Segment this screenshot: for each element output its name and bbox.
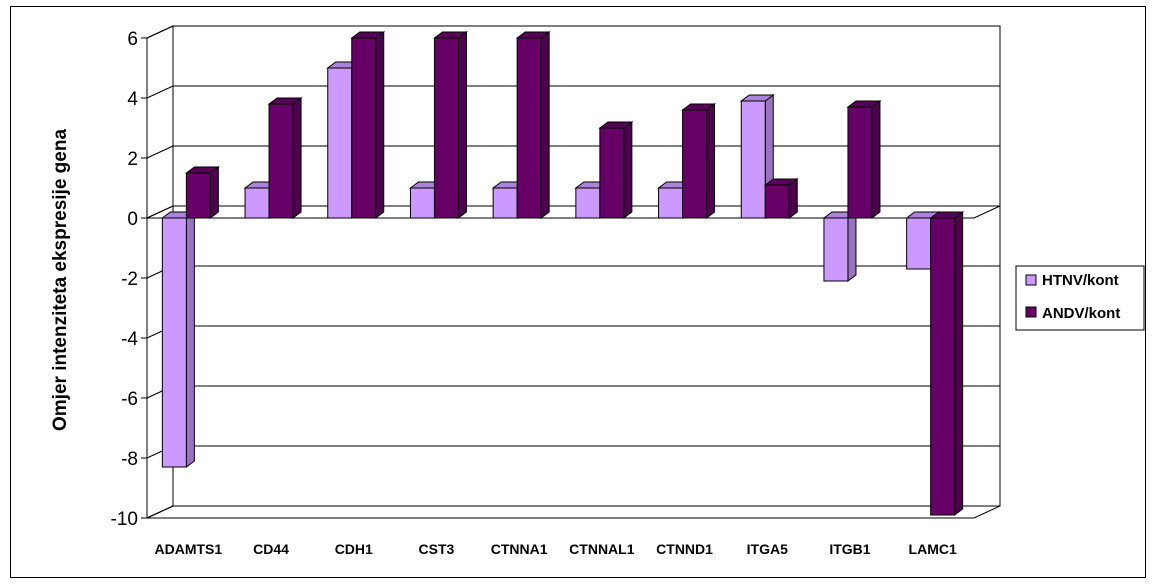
bar-side: [623, 121, 633, 219]
bar-ANDV/kont-ITGA5: [763, 178, 799, 219]
chart-frame: [10, 6, 1146, 578]
legend-label-andv: ANDV/kont: [1042, 305, 1120, 322]
bar-front: [244, 187, 270, 219]
bar-front: [740, 100, 766, 219]
bar-side: [706, 103, 716, 219]
legend: HTNV/kont ANDV/kont: [1015, 265, 1145, 331]
y-tick-label: -2: [121, 269, 138, 290]
bar-side: [457, 31, 467, 219]
bar-front: [161, 217, 187, 468]
bar-side: [292, 97, 302, 219]
bar-front: [492, 187, 518, 219]
bar-front: [823, 217, 849, 282]
bar-ANDV/kont-CDH1: [350, 31, 386, 219]
y-tick-label: -8: [121, 449, 138, 470]
bar-front: [433, 37, 459, 219]
x-axis-categories: ADAMTS1 CD44 CDH1 CST3 CTNNA1 CTNNAL1 CTNND1 IT…: [155, 541, 957, 557]
legend-label-htnv: HTNV/kont: [1042, 272, 1119, 289]
bar-side: [847, 211, 857, 282]
bar-front: [575, 187, 601, 219]
y-tick-label: 6: [127, 29, 138, 50]
y-tick-label: 4: [127, 89, 138, 110]
bar-front: [682, 109, 708, 219]
bar-side: [375, 31, 385, 219]
bar-side: [871, 100, 881, 219]
gridline-side: [146, 85, 174, 99]
bar-front: [847, 106, 873, 219]
y-tick-label: 2: [127, 149, 138, 170]
bar-ANDV/kont-LAMC1: [929, 211, 965, 516]
y-tick-label: -10: [111, 509, 138, 530]
bottom-floor: [146, 505, 1001, 519]
bar-ANDV/kont-CST3: [432, 31, 468, 219]
bar-ANDV/kont-ITGB1: [846, 100, 882, 219]
bar-front: [327, 67, 353, 219]
legend-swatch-andv: [1025, 306, 1037, 318]
bar-front: [599, 127, 625, 219]
x-tick-label: CST3: [419, 541, 455, 557]
legend-box: [1015, 265, 1145, 331]
x-tick-label: CTNNA1: [491, 541, 548, 557]
bar-ANDV/kont-CTNND1: [681, 103, 717, 219]
bar-ANDV/kont-CTNNAL1: [598, 121, 634, 219]
x-tick-label: CTNNAL1: [569, 541, 635, 557]
y-axis-label: Omjer intenziteta ekspresije gena: [50, 129, 71, 431]
x-tick-label: CDH1: [335, 541, 373, 557]
gridline-side: [146, 25, 174, 39]
bar-side: [209, 166, 219, 219]
x-tick-label: ITGA5: [747, 541, 788, 557]
y-axis-ticks: 6 4 2 0 -2 -4 -6 -8 -10: [111, 29, 148, 530]
bar-front: [409, 187, 435, 219]
y-tick-label: -4: [121, 329, 138, 350]
bar-front: [930, 217, 956, 516]
bar-front: [764, 184, 790, 219]
bar-ANDV/kont-ADAMTS1: [184, 166, 220, 219]
bar-front: [268, 103, 294, 219]
bar-front: [185, 172, 211, 219]
bar-side: [185, 211, 195, 468]
gridline-side: [146, 145, 174, 159]
bar-front: [906, 217, 932, 270]
bar-HTNV/kont-ITGB1: [822, 211, 858, 282]
bar-front: [516, 37, 542, 219]
bar-side: [954, 211, 964, 516]
bar-side: [788, 178, 798, 219]
x-tick-label: CTNND1: [656, 541, 713, 557]
bar-ANDV/kont-CD44: [267, 97, 303, 219]
y-tick-label: -6: [121, 389, 138, 410]
x-tick-label: ADAMTS1: [155, 541, 223, 557]
bars: [160, 31, 965, 516]
x-tick-label: LAMC1: [909, 541, 957, 557]
x-tick-label: ITGB1: [829, 541, 870, 557]
legend-swatch-htnv: [1025, 274, 1037, 286]
bar-front: [351, 37, 377, 219]
bar-front: [658, 187, 684, 219]
y-tick-label: 0: [127, 209, 138, 230]
bar-ANDV/kont-CTNNA1: [515, 31, 551, 219]
x-tick-label: CD44: [253, 541, 289, 557]
bar-side: [540, 31, 550, 219]
bar-HTNV/kont-ADAMTS1: [160, 211, 196, 468]
